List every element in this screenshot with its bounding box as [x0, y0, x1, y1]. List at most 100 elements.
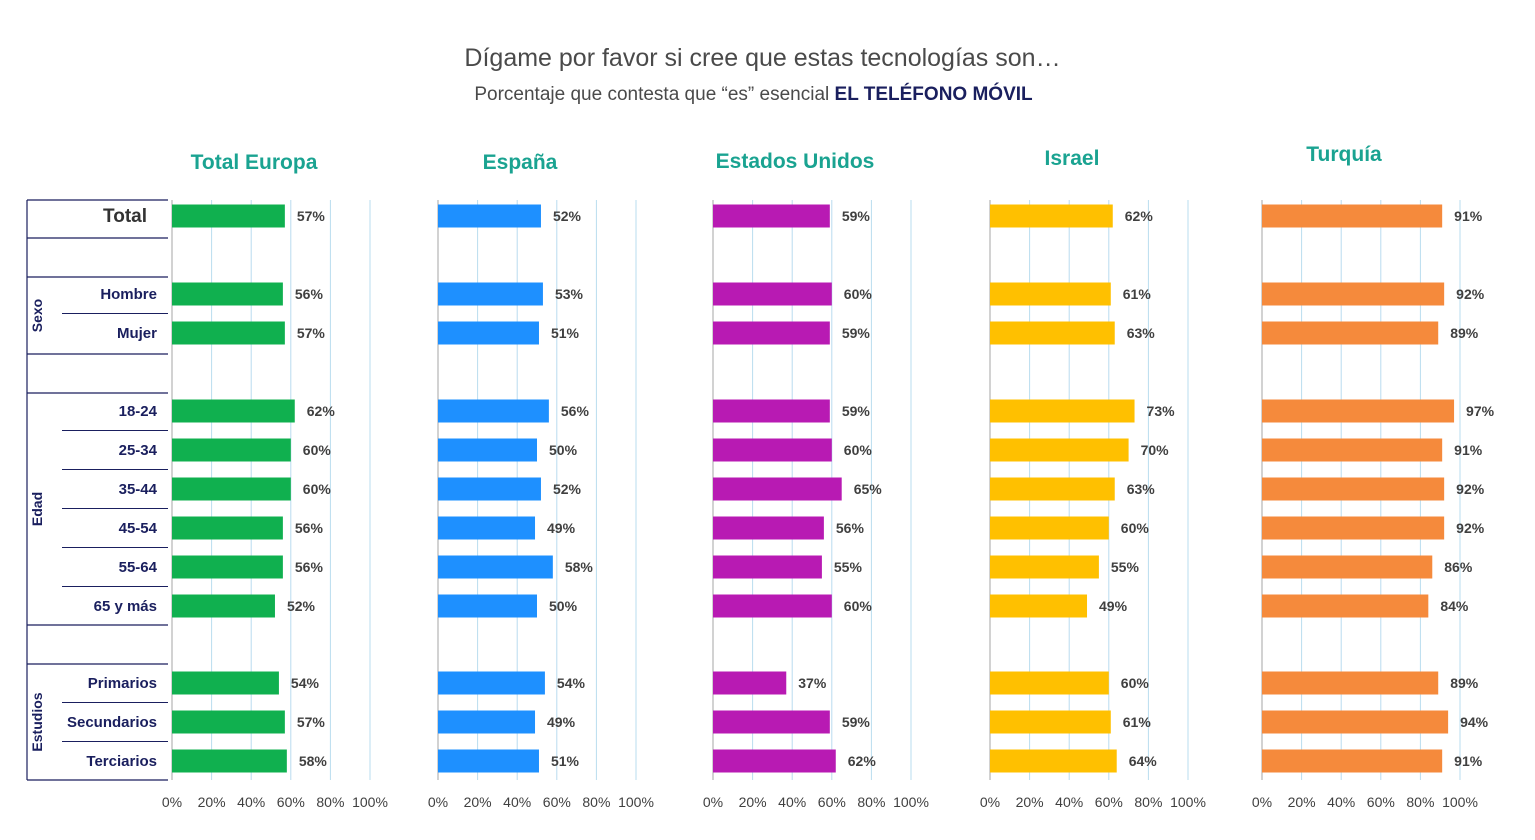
- value-label-turquia-45-54: 92%: [1456, 520, 1485, 536]
- row-label-secundarios: Secundarios: [67, 714, 157, 731]
- bar-total-europa-35-44: [172, 477, 291, 501]
- bar-estados-unidos-hombre: [713, 282, 832, 306]
- tick-label-espana-1: 20%: [464, 794, 492, 810]
- chart-subtitle: Porcentaje que contesta que “es” esencia…: [0, 84, 1507, 106]
- bar-espana-55-64: [438, 555, 553, 579]
- value-label-total-europa-18-24: 62%: [307, 403, 336, 419]
- value-label-espana-18-24: 56%: [561, 403, 590, 419]
- value-label-estados-unidos-secundarios: 59%: [842, 714, 871, 730]
- value-label-israel-55-64: 55%: [1111, 559, 1140, 575]
- value-label-estados-unidos-45-54: 56%: [836, 520, 865, 536]
- value-label-total-europa-total: 57%: [297, 208, 326, 224]
- bar-estados-unidos-primarios: [713, 671, 787, 695]
- value-label-israel-total: 62%: [1125, 208, 1154, 224]
- value-label-israel-primarios: 60%: [1121, 675, 1150, 691]
- value-label-total-europa-45-54: 56%: [295, 520, 324, 536]
- bar-estados-unidos-mujer: [713, 321, 830, 345]
- tick-label-israel-3: 60%: [1095, 794, 1123, 810]
- bar-turquia-65-y-mas: [1262, 594, 1429, 618]
- value-label-total-europa-35-44: 60%: [303, 481, 332, 497]
- tick-label-total-europa-4: 80%: [316, 794, 344, 810]
- bar-israel-secundarios: [990, 710, 1111, 734]
- bar-total-europa-65-y-mas: [172, 594, 275, 618]
- bar-estados-unidos-45-54: [713, 516, 824, 540]
- bar-estados-unidos-secundarios: [713, 710, 830, 734]
- bar-espana-35-44: [438, 477, 541, 501]
- bar-espana-45-54: [438, 516, 536, 540]
- bar-total-europa-55-64: [172, 555, 283, 579]
- tick-label-israel-0: 0%: [980, 794, 1000, 810]
- bar-espana-hombre: [438, 282, 543, 306]
- tick-label-israel-4: 80%: [1134, 794, 1162, 810]
- value-label-israel-45-54: 60%: [1121, 520, 1150, 536]
- value-label-turquia-mujer: 89%: [1450, 325, 1479, 341]
- value-label-israel-mujer: 63%: [1127, 325, 1156, 341]
- subtitle-emphasis: EL TELÉFONO MÓVIL: [834, 84, 1033, 105]
- value-label-israel-25-34: 70%: [1141, 442, 1170, 458]
- bar-turquia-25-34: [1262, 438, 1443, 462]
- bar-estados-unidos-65-y-mas: [713, 594, 832, 618]
- bar-turquia-35-44: [1262, 477, 1445, 501]
- value-label-espana-25-34: 50%: [549, 442, 578, 458]
- value-label-israel-terciarios: 64%: [1129, 753, 1158, 769]
- value-label-estados-unidos-25-34: 60%: [844, 442, 873, 458]
- bar-turquia-terciarios: [1262, 749, 1443, 773]
- panel-title-turquia: Turquía: [1306, 143, 1382, 166]
- bar-total-europa-secundarios: [172, 710, 285, 734]
- row-label-35-44: 35-44: [119, 481, 158, 498]
- panel-title-espana: España: [483, 151, 558, 174]
- group-label-edad: Edad: [29, 492, 45, 526]
- panel-espana: España 0% 20% 40% 60% 80% 100% 52% 53% 51% 56% 50% 5…: [428, 151, 654, 810]
- bar-turquia-hombre: [1262, 282, 1445, 306]
- bar-total-europa-terciarios: [172, 749, 287, 773]
- value-label-israel-hombre: 61%: [1123, 286, 1152, 302]
- tick-label-israel-5: 100%: [1170, 794, 1206, 810]
- value-label-israel-18-24: 73%: [1147, 403, 1176, 419]
- value-label-estados-unidos-primarios: 37%: [798, 675, 827, 691]
- tick-label-estados-unidos-5: 100%: [893, 794, 929, 810]
- tick-label-total-europa-2: 40%: [237, 794, 265, 810]
- tick-label-total-europa-1: 20%: [198, 794, 226, 810]
- tick-label-estados-unidos-2: 40%: [778, 794, 806, 810]
- value-label-espana-mujer: 51%: [551, 325, 580, 341]
- row-label-hombre: Hombre: [100, 286, 157, 303]
- group-label-estudios: Estudios: [29, 692, 45, 751]
- value-label-turquia-secundarios: 94%: [1460, 714, 1489, 730]
- value-label-estados-unidos-mujer: 59%: [842, 325, 871, 341]
- bar-israel-25-34: [990, 438, 1129, 462]
- value-label-espana-primarios: 54%: [557, 675, 586, 691]
- tick-label-turquia-0: 0%: [1252, 794, 1272, 810]
- tick-label-total-europa-5: 100%: [352, 794, 388, 810]
- bar-israel-35-44: [990, 477, 1115, 501]
- bar-turquia-55-64: [1262, 555, 1433, 579]
- value-label-turquia-35-44: 92%: [1456, 481, 1485, 497]
- bar-total-europa-hombre: [172, 282, 283, 306]
- value-label-estados-unidos-65-y-mas: 60%: [844, 598, 873, 614]
- panel-turquia: Turquía 0% 20% 40% 60% 80% 100% 91% 92% 89% 97% 91%…: [1252, 143, 1495, 810]
- bar-israel-mujer: [990, 321, 1115, 345]
- value-label-total-europa-primarios: 54%: [291, 675, 320, 691]
- tick-label-estados-unidos-3: 60%: [818, 794, 846, 810]
- panel-total-europa: Total Europa 0% 20% 40% 60% 80% 100% 57% 56% 57% 6…: [162, 151, 388, 810]
- value-label-turquia-terciarios: 91%: [1454, 753, 1483, 769]
- bar-espana-secundarios: [438, 710, 536, 734]
- bar-turquia-mujer: [1262, 321, 1439, 345]
- value-label-espana-45-54: 49%: [547, 520, 576, 536]
- value-label-estados-unidos-total: 59%: [842, 208, 871, 224]
- bar-israel-terciarios: [990, 749, 1117, 773]
- row-label-45-54: 45-54: [119, 520, 158, 537]
- tick-label-turquia-4: 80%: [1406, 794, 1434, 810]
- value-label-turquia-total: 91%: [1454, 208, 1483, 224]
- tick-label-israel-2: 40%: [1055, 794, 1083, 810]
- bar-espana-terciarios: [438, 749, 539, 773]
- bar-total-europa-25-34: [172, 438, 291, 462]
- value-label-total-europa-25-34: 60%: [303, 442, 332, 458]
- bar-espana-total: [438, 204, 541, 228]
- bar-turquia-total: [1262, 204, 1443, 228]
- bar-turquia-45-54: [1262, 516, 1445, 540]
- bar-israel-hombre: [990, 282, 1111, 306]
- panel-title-total-europa: Total Europa: [191, 151, 318, 174]
- value-label-turquia-65-y-mas: 84%: [1440, 598, 1469, 614]
- bar-turquia-18-24: [1262, 399, 1455, 423]
- value-label-estados-unidos-18-24: 59%: [842, 403, 871, 419]
